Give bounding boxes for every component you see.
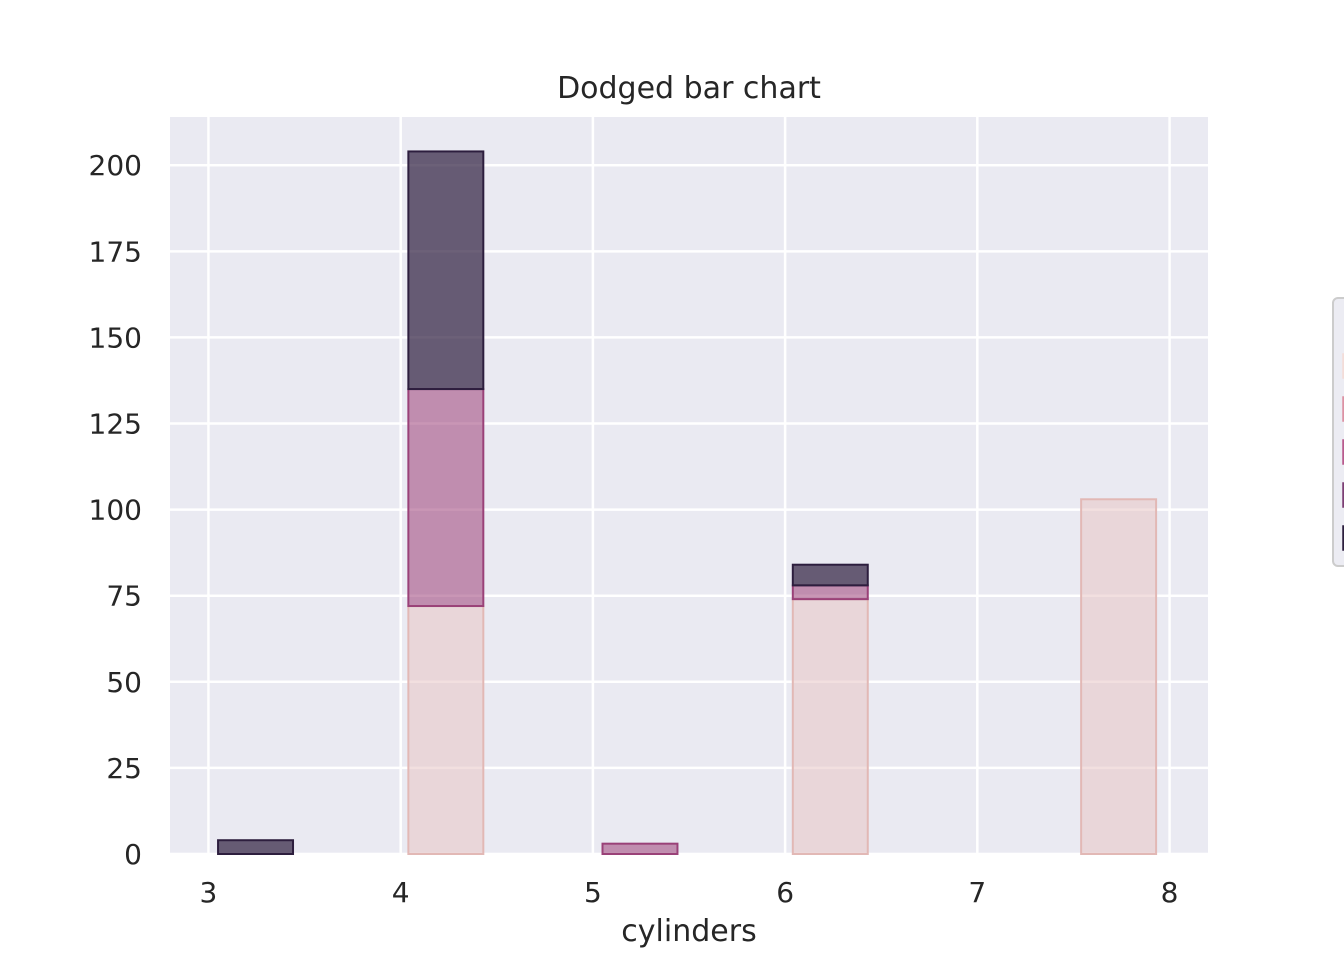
chart-title: Dodged bar chart: [557, 71, 821, 106]
y-tick-label: 125: [89, 408, 142, 441]
bar: [791, 563, 869, 587]
bars: [217, 150, 1158, 856]
x-tick-label: 6: [776, 876, 794, 909]
y-tick-label: 150: [89, 321, 142, 354]
y-tick-label: 25: [106, 752, 142, 785]
plot-background: [170, 117, 1208, 854]
y-tick-label: 75: [106, 580, 142, 613]
bar: [601, 842, 679, 855]
y-tick-label: 50: [106, 666, 142, 699]
grid-lines: [170, 117, 1208, 856]
x-tick-label: 4: [392, 876, 410, 909]
x-tick-label: 8: [1161, 876, 1179, 909]
bar: [407, 150, 485, 391]
y-tick-label: 100: [89, 494, 142, 527]
legend-box: [1332, 297, 1344, 567]
y-tick-label: 175: [89, 235, 142, 268]
legend[interactable]: [1332, 297, 1344, 567]
bar: [791, 598, 869, 855]
x-tick-label: 7: [968, 876, 986, 909]
x-axis-label: cylinders: [621, 914, 756, 949]
bar: [791, 584, 869, 601]
bar: [1080, 498, 1158, 855]
y-tick-label: 200: [89, 149, 142, 182]
bar: [407, 388, 485, 608]
x-tick-label: 5: [584, 876, 602, 909]
y-tick-label: 0: [124, 838, 142, 871]
bar: [407, 605, 485, 855]
x-tick-label: 3: [200, 876, 218, 909]
bar: [217, 839, 295, 856]
tick-labels: 3 4 5 6 7 8 0 25 50 75 100 125 150 175 200: [89, 149, 1179, 909]
